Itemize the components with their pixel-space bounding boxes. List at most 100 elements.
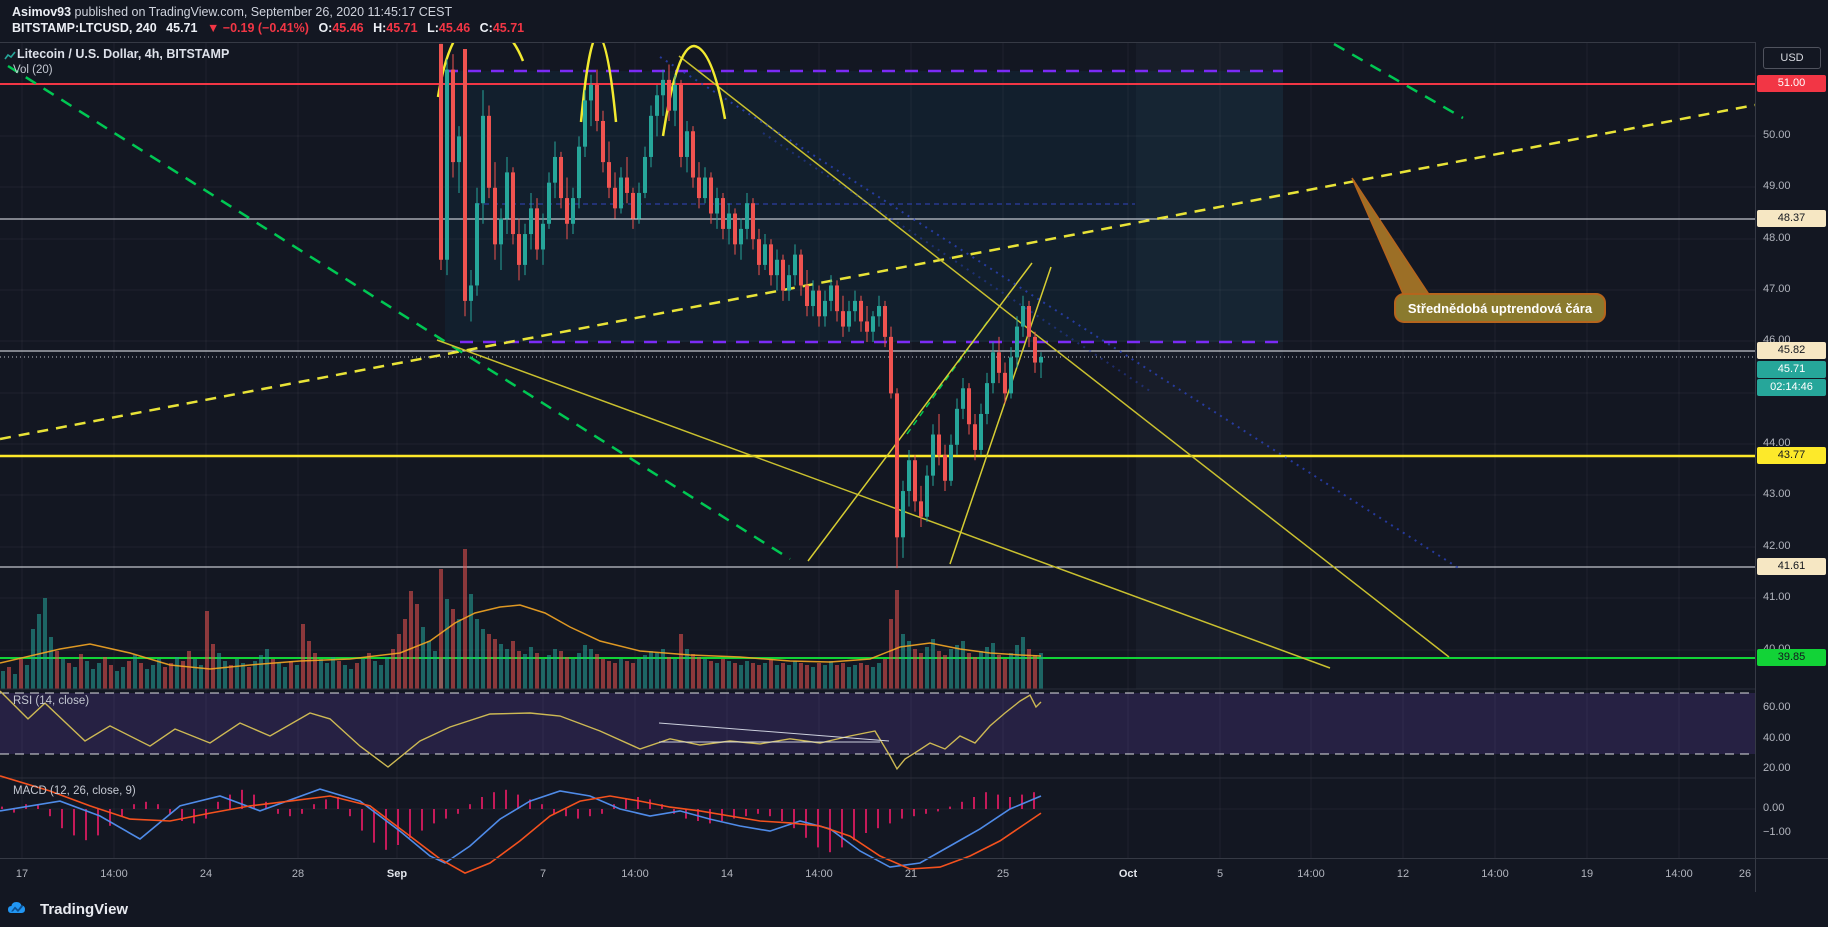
- time-tick-label[interactable]: 25: [996, 868, 1010, 880]
- price-level-label[interactable]: 43.77: [1757, 446, 1826, 464]
- volume-bar: [127, 661, 131, 689]
- candle-body: [559, 156, 563, 199]
- time-tick-label[interactable]: 5: [1216, 868, 1224, 880]
- volume-bar: [247, 667, 251, 689]
- candle-body: [865, 321, 869, 332]
- candle-body: [793, 254, 797, 276]
- time-tick-label[interactable]: 28: [291, 868, 305, 880]
- rsi-tick-label: 40.00: [1763, 732, 1791, 744]
- volume-bar: [679, 634, 683, 689]
- candle-body: [883, 306, 887, 337]
- macd-signal-line: [0, 775, 1042, 874]
- price-level-label[interactable]: 41.61: [1757, 557, 1826, 575]
- volume-bar: [703, 659, 707, 689]
- candle-body: [439, 43, 443, 260]
- open-label: O:: [318, 21, 333, 35]
- volume-bar: [523, 654, 527, 689]
- time-tick-label[interactable]: 14:00: [1297, 868, 1325, 880]
- volume-bar: [667, 657, 671, 689]
- candle-body: [457, 136, 461, 163]
- candle-body: [997, 352, 1001, 373]
- time-axis[interactable]: 17 14:00 24 28 Sep 7 14:00 14 14:00 21 25 Oct 5 14:00…: [0, 858, 1755, 894]
- price-change: ▼ −0.19 (−0.41%): [206, 21, 309, 35]
- time-tick-label[interactable]: 19: [1580, 868, 1594, 880]
- time-tick-label[interactable]: Sep: [386, 868, 408, 880]
- time-tick-label[interactable]: 26: [1738, 868, 1752, 880]
- macd-indicator-legend[interactable]: MACD (12, 26, close, 9): [13, 785, 136, 797]
- volume-bar: [601, 659, 605, 689]
- candle-body: [931, 434, 935, 476]
- candle-body: [1039, 356, 1043, 363]
- author-name[interactable]: Asimov93: [12, 5, 72, 19]
- time-tick-label[interactable]: 14:00: [621, 868, 649, 880]
- volume-bar: [361, 659, 365, 689]
- candle-body: [565, 198, 569, 224]
- candle-body: [1021, 306, 1025, 327]
- price-axis[interactable]: USD 50.00 49.00 48.00 47.00 46.00 44.00 43.00 4…: [1755, 42, 1828, 892]
- candle-body: [949, 444, 953, 481]
- volume-bar: [25, 665, 29, 689]
- candle-body: [469, 285, 473, 301]
- chart-title-legend[interactable]: Litecoin / U.S. Dollar, 4h, BITSTAMP: [17, 47, 230, 61]
- price-tick-label: 48.00: [1763, 232, 1791, 244]
- volume-bar: [811, 667, 815, 689]
- candle-body: [517, 234, 521, 265]
- candle-body: [817, 290, 821, 317]
- time-tick-label[interactable]: 14:00: [1481, 868, 1509, 880]
- price-level-label[interactable]: 51.00: [1757, 74, 1826, 92]
- candle-body: [589, 85, 593, 101]
- tradingview-logo-icon[interactable]: [7, 899, 37, 921]
- volume-bar: [841, 663, 845, 689]
- volume-bar: [733, 663, 737, 689]
- candle-body: [601, 120, 605, 163]
- chart-canvas[interactable]: Střednědobá uptrendová čára Litecoin / U…: [0, 42, 1755, 893]
- price-level-label[interactable]: 48.37: [1757, 209, 1826, 227]
- volume-bar: [277, 663, 281, 689]
- price-tick-label: 43.00: [1763, 488, 1791, 500]
- rsi-tick-label: 60.00: [1763, 701, 1791, 713]
- time-tick-label[interactable]: 12: [1396, 868, 1410, 880]
- volume-bar: [331, 657, 335, 689]
- volume-bar: [751, 663, 755, 689]
- published-header: Asimov93 published on TradingView.com, S…: [12, 4, 452, 21]
- candle-body: [907, 460, 911, 492]
- price-level-label[interactable]: 39.85: [1757, 648, 1826, 666]
- time-tick-label[interactable]: 17: [15, 868, 29, 880]
- symbol-name[interactable]: BITSTAMP:LTCUSD, 240: [12, 21, 157, 35]
- time-tick-label[interactable]: 14:00: [100, 868, 128, 880]
- callout-text[interactable]: Střednědobá uptrendová čára: [1408, 301, 1593, 316]
- currency-toggle-button[interactable]: USD: [1763, 47, 1821, 69]
- candle-body: [937, 434, 941, 456]
- volume-bar: [439, 569, 443, 689]
- volume-indicator-legend[interactable]: Vol (20): [13, 64, 53, 76]
- green-dashed-main: [7, 64, 791, 561]
- wedge-right: [949, 266, 1052, 565]
- volume-bar: [577, 653, 581, 689]
- volume-bar: [775, 665, 779, 689]
- last-price-label[interactable]: 45.71: [1757, 360, 1826, 378]
- time-tick-label[interactable]: 7: [539, 868, 547, 880]
- candle-body: [583, 100, 587, 147]
- volume-bar: [169, 663, 173, 689]
- volume-bar: [553, 649, 557, 689]
- volume-bar: [727, 661, 731, 689]
- volume-bar: [763, 663, 767, 689]
- volume-bar: [829, 661, 833, 689]
- time-tick-label[interactable]: Oct: [1118, 868, 1138, 880]
- volume-bar: [961, 641, 965, 689]
- rsi-indicator-legend[interactable]: RSI (14, close): [13, 695, 90, 707]
- candle-body: [727, 213, 731, 229]
- time-tick-label[interactable]: 14: [720, 868, 734, 880]
- time-tick-label[interactable]: 24: [199, 868, 213, 880]
- candle-body: [679, 85, 683, 157]
- volume-bar: [541, 659, 545, 689]
- tradingview-logo-text[interactable]: TradingView: [40, 901, 129, 918]
- time-tick-label[interactable]: 21: [904, 868, 918, 880]
- time-tick-label[interactable]: 14:00: [805, 868, 833, 880]
- volume-bar: [793, 661, 797, 689]
- volume-bar: [1015, 645, 1019, 689]
- time-tick-label[interactable]: 14:00: [1665, 868, 1693, 880]
- price-level-label[interactable]: 45.82: [1757, 341, 1826, 359]
- volume-bar: [547, 655, 551, 689]
- callout-tail: [1351, 177, 1432, 297]
